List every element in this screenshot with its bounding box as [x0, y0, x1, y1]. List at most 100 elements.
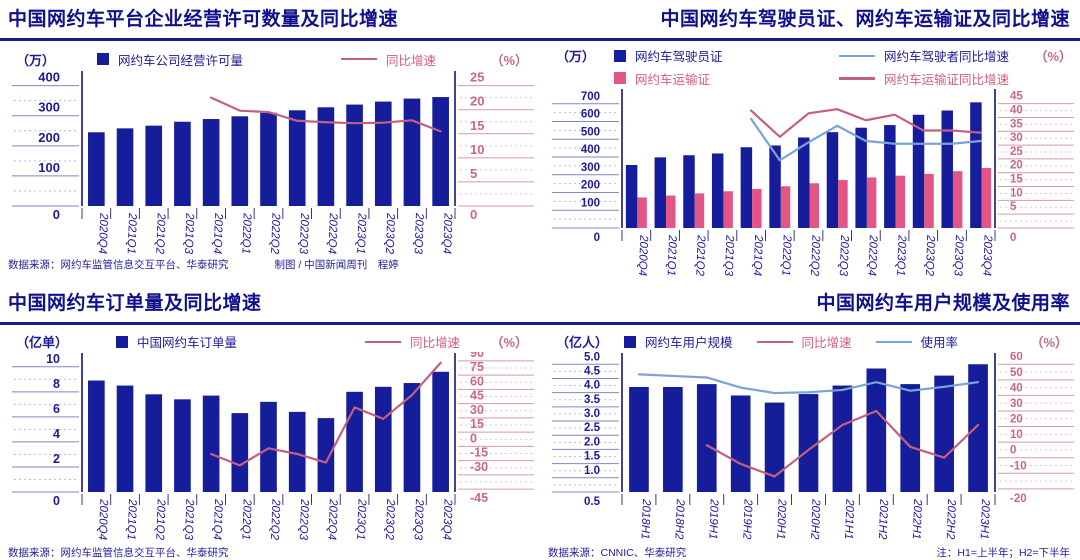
x-axis-label: 2018H1 [639, 498, 652, 540]
line-swatch [839, 77, 875, 80]
bar [317, 418, 335, 492]
x-axis-label: 2019H2 [740, 498, 753, 540]
bar [629, 386, 649, 492]
bar [174, 399, 191, 492]
bar [88, 380, 105, 492]
footnote: 注：H1=上半年；H2=下半年 [936, 547, 1070, 559]
x-axis-label: 2021H2 [876, 498, 889, 540]
bar [231, 116, 249, 206]
legend-item: 网约车运输证同比增速 [839, 69, 1020, 88]
data-source: 数据来源：CNNIC、华泰研究 [548, 547, 687, 559]
x-axis-label: 2023Q4 [440, 212, 453, 254]
bar [934, 375, 954, 492]
bar [740, 147, 753, 228]
svg-text:10: 10 [470, 142, 484, 157]
svg-text:-45: -45 [470, 491, 488, 505]
bar [696, 384, 717, 492]
bar [260, 401, 277, 492]
bar [637, 197, 647, 228]
x-axis-label: 2021Q2 [693, 234, 706, 277]
svg-text:15: 15 [470, 417, 484, 431]
bar [202, 119, 220, 206]
bar [952, 171, 963, 228]
svg-text:8: 8 [53, 377, 60, 391]
svg-text:20: 20 [1010, 414, 1023, 426]
svg-text:35: 35 [1010, 118, 1023, 130]
legend-item: 网约车运输证 [614, 69, 839, 88]
bar [403, 383, 421, 492]
chart-quadrant-licenses: 中国网约车平台企业经营许可数量及同比增速 （万） 网约车公司经营许可量 同比增速… [0, 0, 540, 280]
bar [174, 121, 191, 206]
x-axis-label: 2022Q4 [865, 234, 878, 276]
x-axis-label: 2023Q1 [894, 234, 907, 276]
license-chart-plot: 400 300 200 100 0 25 20 15 10 5 0 2020Q4 2021Q1 2021Q… [12, 70, 534, 255]
bar [403, 98, 421, 206]
left-axis-unit: （万） [16, 52, 56, 68]
chart-quadrant-certificates: 中国网约车驾驶员证、网约车运输证及同比增速 （万） 网约车驾驶员证 网约车驾驶者… [540, 0, 1080, 280]
svg-text:30: 30 [470, 403, 484, 417]
x-axis-label: 2022Q3 [837, 234, 850, 277]
x-axis-label: 2021Q4 [211, 212, 224, 254]
legend: （亿单） 中国网约车订单量 同比增速 （%） [0, 325, 540, 352]
x-axis-label: 2021Q1 [125, 498, 138, 540]
legend-item: 同比增速 [365, 332, 460, 351]
x-axis-label: 2020Q4 [636, 234, 649, 276]
bar [884, 125, 896, 228]
svg-text:5.0: 5.0 [584, 352, 600, 363]
x-axis-label: 2022Q4 [325, 212, 338, 254]
bar-swatch [614, 72, 626, 85]
x-axis-label: 2022Q1 [779, 234, 792, 276]
svg-text:45: 45 [470, 389, 484, 403]
chart-footer: 数据来源：CNNIC、华泰研究 注：H1=上半年；H2=下半年 [540, 544, 1080, 560]
svg-text:0: 0 [594, 232, 600, 244]
svg-text:0: 0 [53, 207, 60, 222]
x-axis-label: 2021Q3 [722, 234, 735, 277]
x-axis-label: 2022Q3 [297, 212, 310, 255]
svg-text:4.0: 4.0 [584, 380, 600, 392]
bar [769, 145, 781, 228]
svg-text:2: 2 [53, 452, 60, 466]
x-axis-label: 2022Q1 [239, 498, 252, 540]
bar [941, 110, 953, 228]
page-title: 中国网约车订单量及同比增速 [8, 293, 262, 314]
right-axis-unit: （%） [490, 52, 528, 68]
svg-text:20: 20 [1010, 160, 1023, 172]
trend-line [210, 361, 442, 467]
legend-label: 中国网约车订单量 [137, 336, 238, 351]
svg-text:15: 15 [470, 118, 484, 133]
bar [866, 368, 887, 492]
svg-text:90: 90 [470, 352, 484, 360]
bar [924, 173, 934, 228]
x-axis-label: 2023Q2 [383, 212, 396, 255]
svg-text:60: 60 [1010, 352, 1023, 363]
legend-item: 同比增速 [341, 50, 436, 69]
svg-text:40: 40 [1010, 104, 1023, 116]
svg-text:10: 10 [1010, 429, 1023, 441]
legend-item: 使用率 [875, 332, 958, 351]
svg-text:60: 60 [470, 374, 484, 388]
bar [145, 394, 163, 492]
chart-footer: 数据来源：网约车监管信息交互平台、华泰研究 [0, 544, 540, 560]
bar [683, 155, 695, 228]
legend-item: 网约车驾驶者同比增速 [839, 46, 1020, 65]
svg-text:-30: -30 [470, 460, 488, 474]
legend: （亿人） 网约车用户规模 同比增速 使用率 （%） [540, 325, 1080, 352]
svg-text:700: 700 [581, 91, 600, 103]
line-swatch [756, 340, 793, 344]
bar [694, 193, 705, 228]
title-divider [540, 322, 1080, 325]
chart-quadrant-users: 中国网约车用户规模及使用率 （亿人） 网约车用户规模 同比增速 使用率 （%） … [540, 280, 1080, 560]
x-axis-label: 2023Q1 [354, 498, 367, 540]
bar [260, 112, 277, 206]
svg-text:400: 400 [38, 70, 60, 85]
svg-text:-15: -15 [470, 446, 488, 460]
left-axis-unit: （万） [556, 49, 596, 65]
trend-line [750, 117, 982, 162]
svg-text:300: 300 [581, 162, 600, 174]
x-axis-label: 2021Q4 [751, 234, 764, 276]
bar [432, 371, 449, 492]
x-axis-label: 2023Q3 [412, 498, 425, 541]
line-swatch [839, 54, 875, 57]
svg-text:25: 25 [470, 70, 484, 85]
